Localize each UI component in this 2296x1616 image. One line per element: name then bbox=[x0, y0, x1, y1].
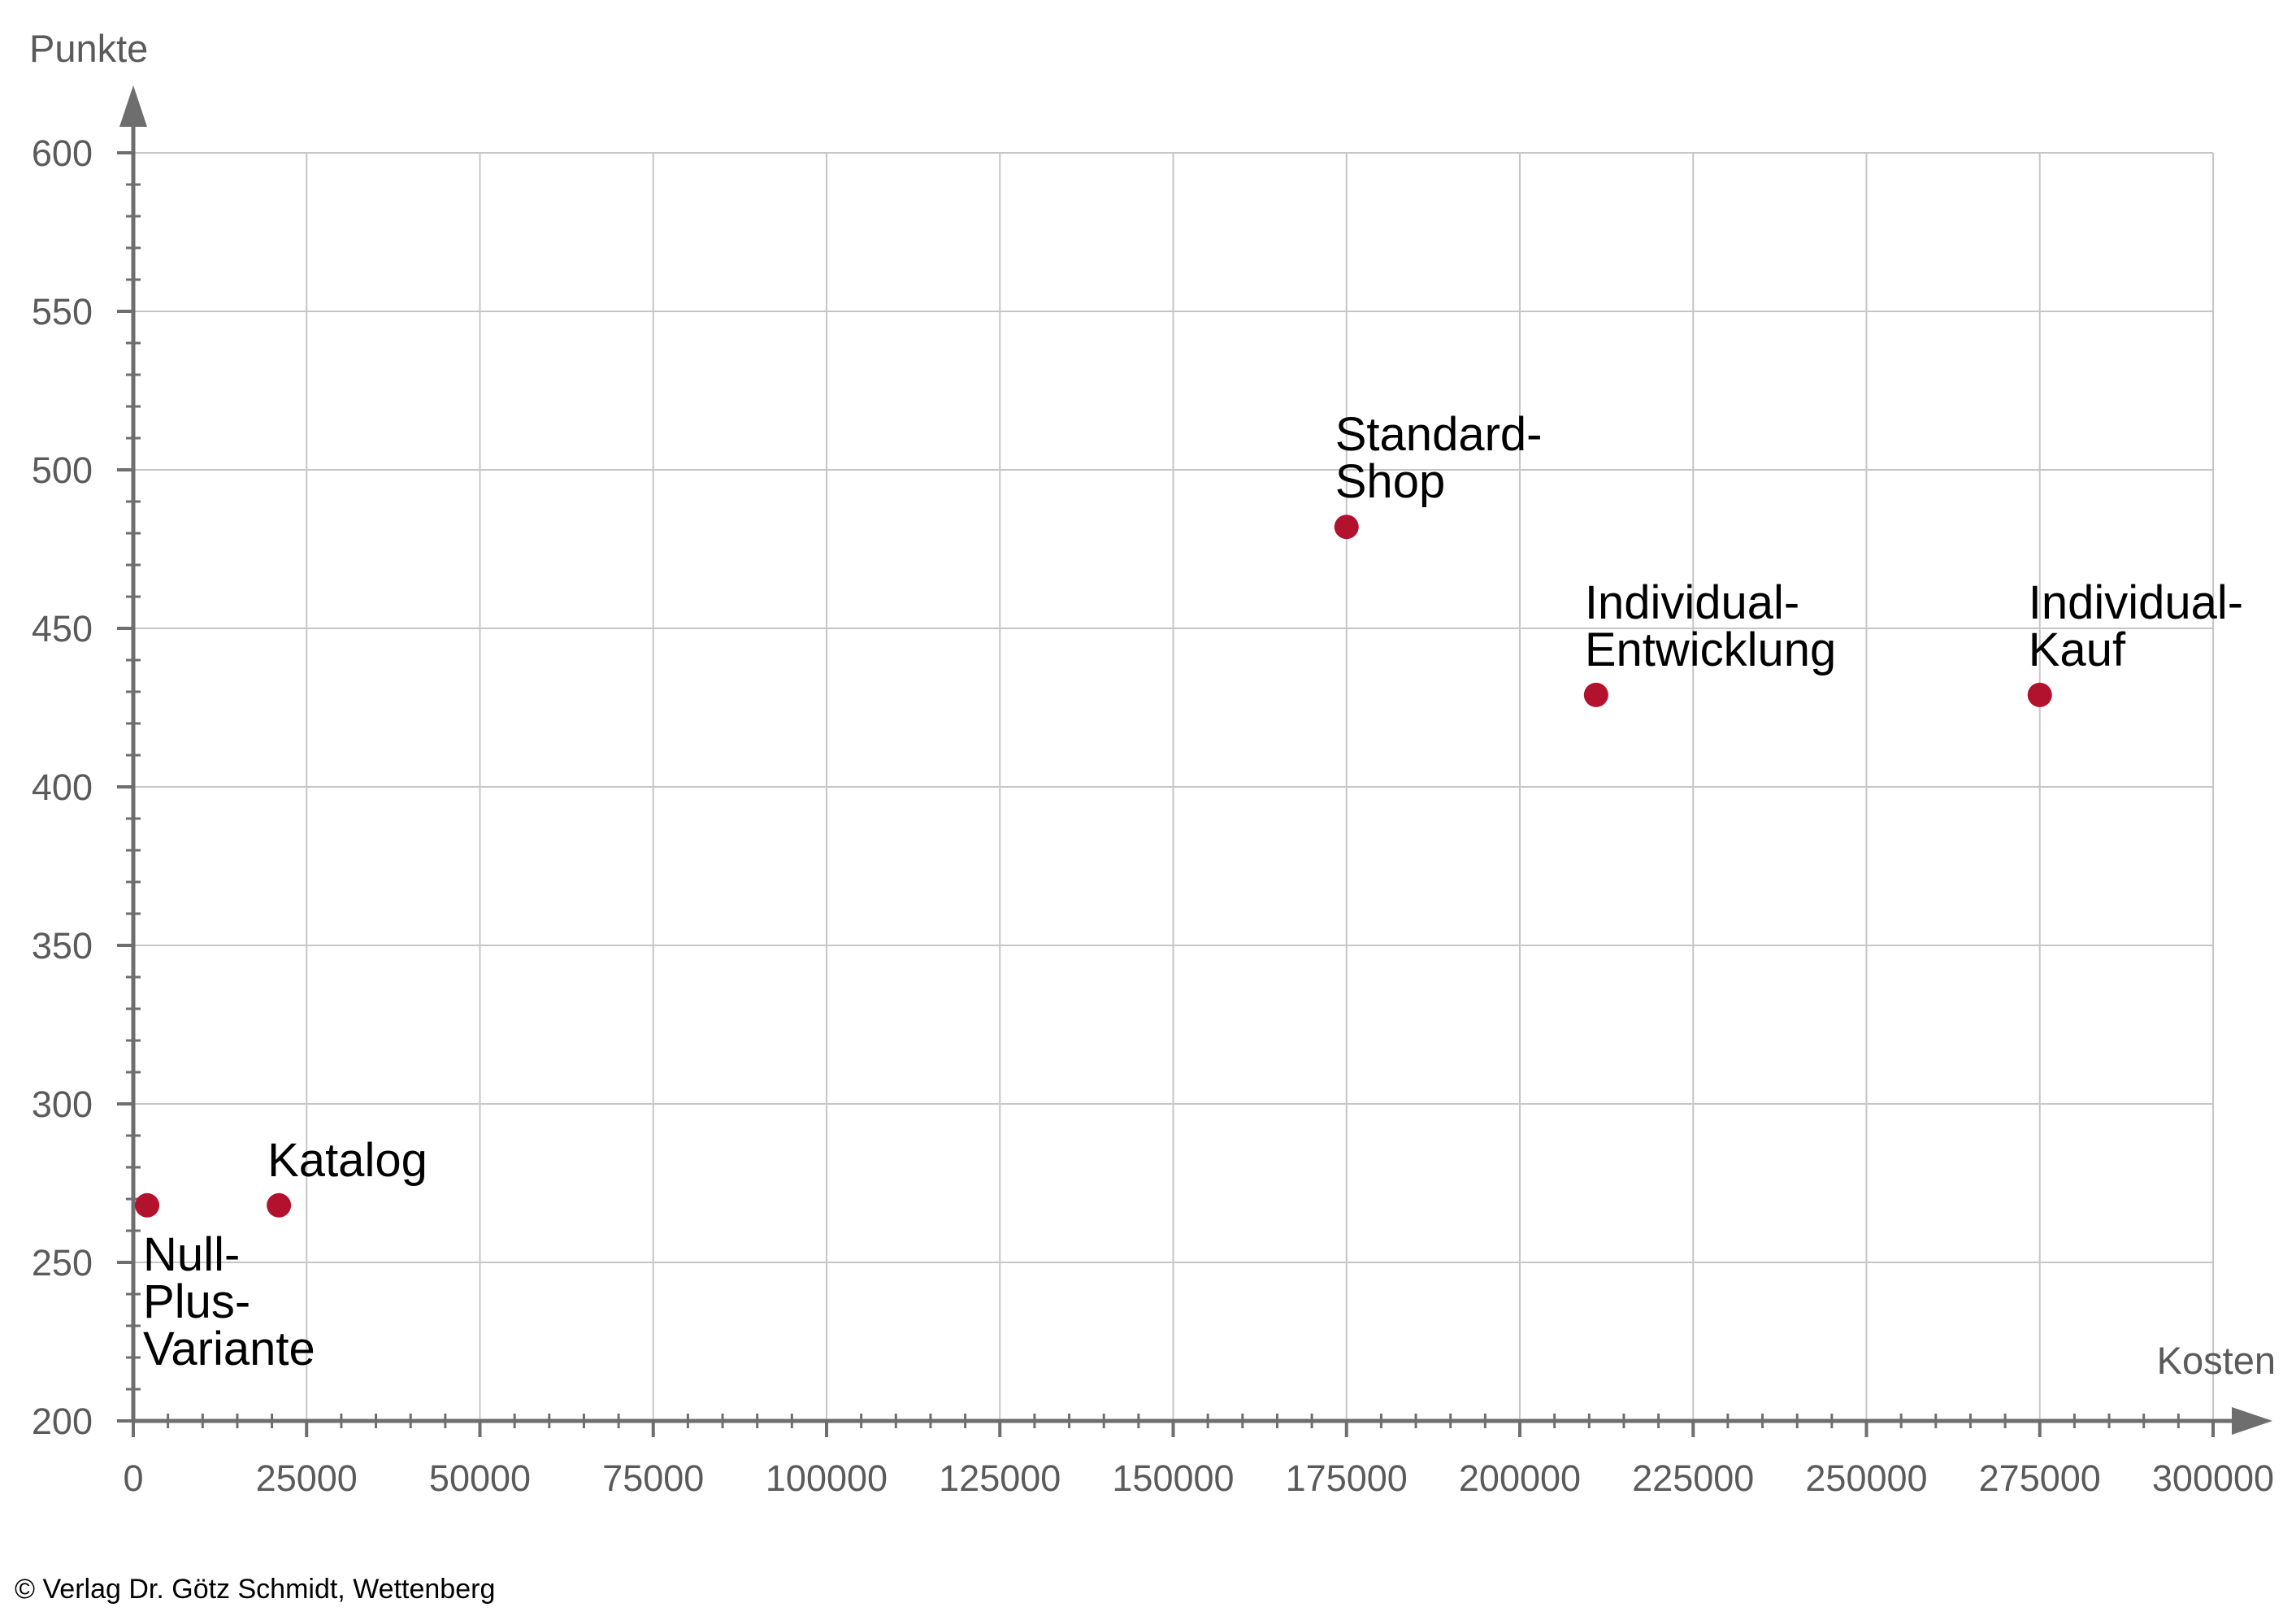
y-axis-title: Punkte bbox=[29, 27, 148, 70]
y-tick-label: 300 bbox=[32, 1084, 93, 1125]
data-point: Katalog bbox=[267, 1134, 428, 1218]
tick-labels: 0 25000 50000 75000 100000 125000 150000 175000… bbox=[32, 132, 2274, 1499]
x-tick-label: 300000 bbox=[2152, 1457, 2274, 1499]
x-tick-label: 25000 bbox=[256, 1457, 358, 1499]
x-tick-label: 100000 bbox=[766, 1457, 888, 1499]
x-axis-arrowhead bbox=[2232, 1407, 2272, 1435]
data-point: Standard-Shop bbox=[1334, 408, 1543, 540]
x-tick-label: 225000 bbox=[1632, 1457, 1754, 1499]
x-tick-label: 175000 bbox=[1286, 1457, 1408, 1499]
data-point-label: Individual- bbox=[1585, 576, 1799, 629]
data-point: Null-Plus-Variante bbox=[135, 1192, 315, 1375]
data-point-label: Null- bbox=[143, 1228, 240, 1281]
axis-ticks bbox=[117, 151, 2215, 1437]
y-tick-label: 450 bbox=[32, 608, 93, 649]
axes bbox=[119, 85, 2272, 1435]
data-point: Individual-Entwicklung bbox=[1583, 576, 1836, 707]
data-point-marker bbox=[135, 1192, 160, 1218]
x-tick-label: 50000 bbox=[429, 1457, 531, 1499]
y-tick-label: 400 bbox=[32, 767, 93, 808]
x-tick-label: 75000 bbox=[602, 1457, 704, 1499]
data-point-label: Individual- bbox=[2029, 576, 2243, 629]
x-tick-label: 150000 bbox=[1112, 1457, 1234, 1499]
x-tick-label: 200000 bbox=[1459, 1457, 1581, 1499]
data-point-label: Variante bbox=[143, 1323, 315, 1375]
data-point-label: Katalog bbox=[267, 1134, 428, 1187]
data-point-marker bbox=[1583, 682, 1608, 707]
y-tick-label: 600 bbox=[32, 132, 93, 174]
y-tick-label: 350 bbox=[32, 925, 93, 967]
data-point-marker bbox=[2027, 682, 2052, 707]
x-tick-label: 125000 bbox=[939, 1457, 1061, 1499]
data-point-marker bbox=[267, 1192, 292, 1218]
y-tick-label: 500 bbox=[32, 450, 93, 491]
grid bbox=[132, 152, 2214, 1422]
y-tick-label: 200 bbox=[32, 1401, 93, 1442]
y-axis-arrowhead bbox=[119, 85, 147, 127]
data-point-label: Standard- bbox=[1335, 408, 1543, 461]
x-tick-label: 250000 bbox=[1805, 1457, 1927, 1499]
x-tick-label: 275000 bbox=[1979, 1457, 2101, 1499]
data-points: Null-Plus-VarianteKatalogStandard-ShopIn… bbox=[135, 408, 2243, 1375]
data-point-label: Kauf bbox=[2029, 623, 2126, 676]
data-point-label: Entwicklung bbox=[1585, 623, 1836, 676]
copyright-notice: © Verlag Dr. Götz Schmidt, Wettenberg bbox=[15, 1574, 495, 1605]
x-tick-label: 0 bbox=[123, 1457, 143, 1499]
x-axis-title: Kosten bbox=[2157, 1339, 2276, 1382]
y-tick-label: 250 bbox=[32, 1242, 93, 1284]
data-point-label: Shop bbox=[1335, 455, 1445, 508]
y-tick-label: 550 bbox=[32, 291, 93, 332]
data-point-label: Plus- bbox=[143, 1275, 250, 1328]
data-point-marker bbox=[1334, 515, 1359, 540]
data-point: Individual-Kauf bbox=[2027, 576, 2243, 707]
